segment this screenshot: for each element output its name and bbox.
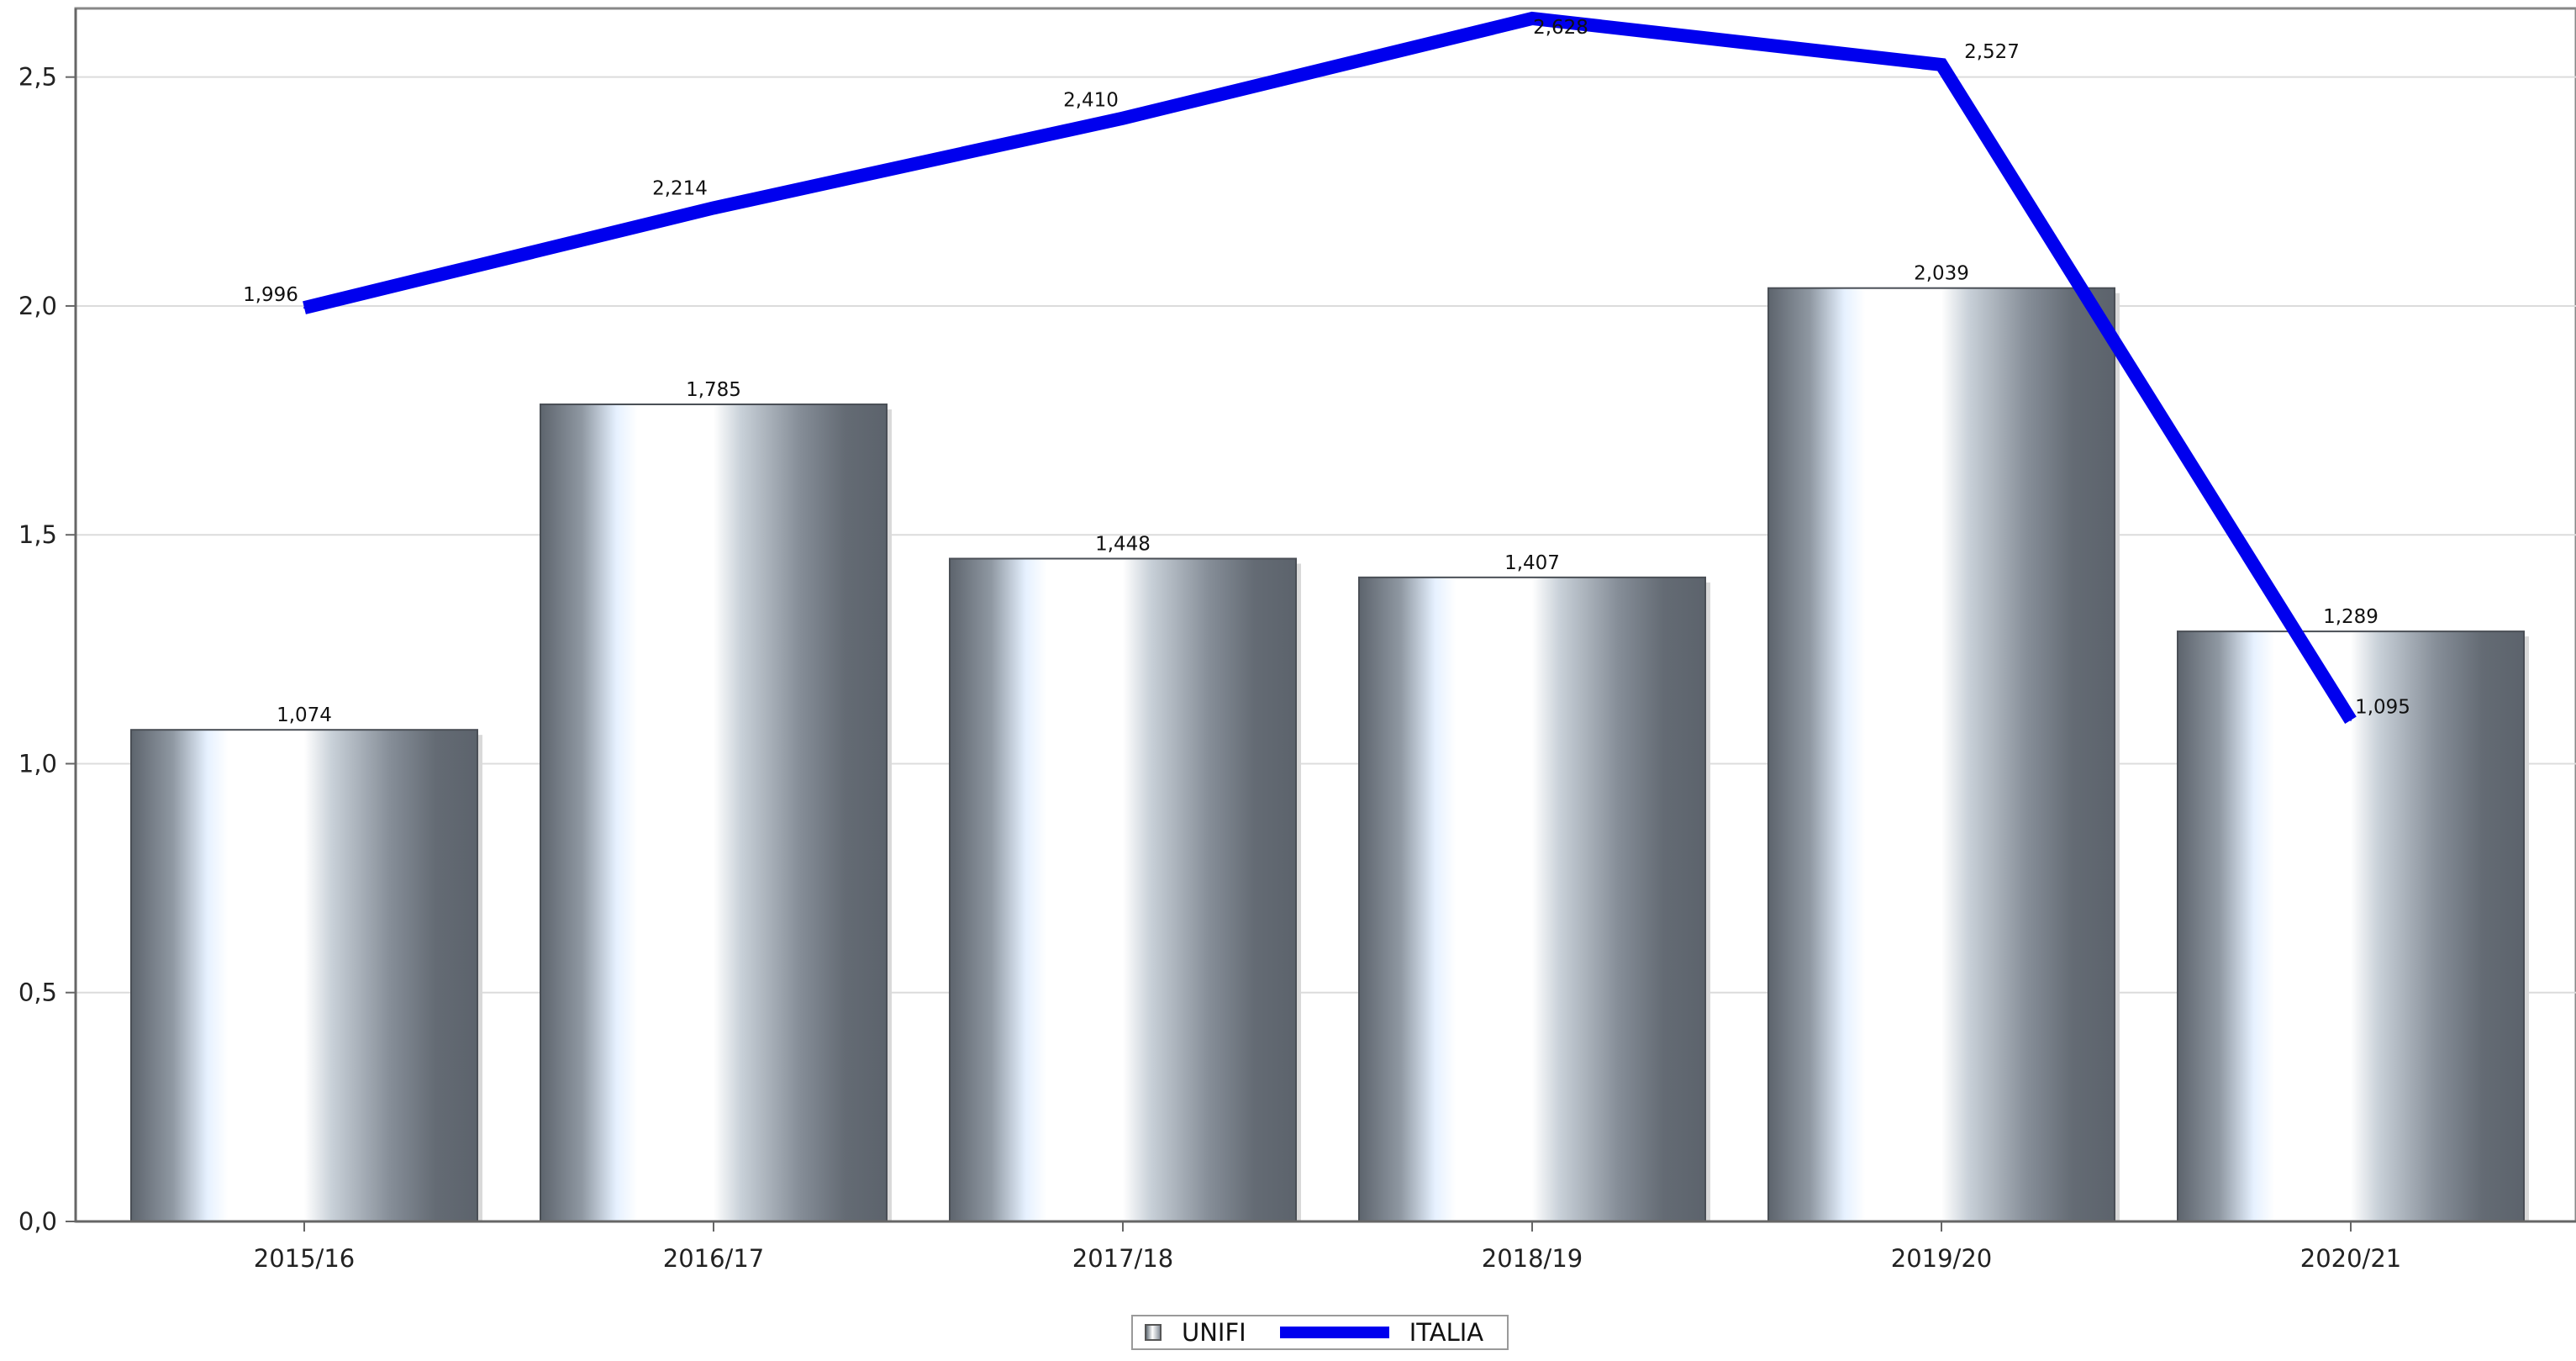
x-tick-label: 2015/16 xyxy=(254,1244,355,1273)
bar-unifi xyxy=(540,404,888,1222)
line-data-label: 1,095 xyxy=(2355,697,2410,719)
x-tick-label: 2018/19 xyxy=(1482,1244,1583,1273)
axes: 0,0 0,5 1,0 1,5 2,0 2,5 2015/16 2016/17 2017/18 2… xyxy=(18,8,2576,1273)
italia-line xyxy=(303,11,2357,724)
line-data-label: 1,996 xyxy=(243,284,298,306)
bars xyxy=(130,287,2529,1222)
bar-data-label: 1,448 xyxy=(1095,534,1151,556)
y-tick-label: 1,0 xyxy=(18,749,57,778)
bar-unifi xyxy=(949,557,1297,1222)
legend: UNIFI ITALIA xyxy=(1131,1315,1509,1350)
bar-data-label: 1,289 xyxy=(2323,606,2378,628)
y-tick-label: 1,5 xyxy=(18,520,57,549)
x-tick-label: 2019/20 xyxy=(1891,1244,1992,1273)
legend-italia-label: ITALIA xyxy=(1409,1318,1484,1347)
y-tick-label: 0,5 xyxy=(18,979,57,1007)
series-point-italia xyxy=(2350,719,2352,721)
legend-unifi-label: UNIFI xyxy=(1182,1318,1246,1347)
series-point-italia xyxy=(1122,117,1124,119)
bar-data-label: 1,785 xyxy=(686,379,741,401)
plot-frame xyxy=(74,7,2576,1223)
series-point-italia xyxy=(713,207,714,209)
legend-italia-swatch xyxy=(1279,1327,1389,1338)
bar-unifi xyxy=(1358,576,1706,1222)
series-point-italia xyxy=(1531,17,1533,19)
line-data-label: 2,410 xyxy=(1063,90,1119,112)
bar-data-label: 1,074 xyxy=(277,704,332,726)
gridlines xyxy=(76,76,2576,994)
y-tick-label: 2,5 xyxy=(18,63,57,92)
bar-data-label: 1,407 xyxy=(1504,552,1560,574)
line-data-label: 2,214 xyxy=(652,177,708,199)
x-tick-label: 2017/18 xyxy=(1072,1244,1173,1273)
x-tick-label: 2016/17 xyxy=(663,1244,764,1273)
data-labels: 1,074 1,785 1,448 1,407 2,039 1,289 1,996 2,214… xyxy=(243,17,2410,726)
bar-unifi xyxy=(2177,630,2525,1222)
series-point-italia xyxy=(303,307,305,309)
y-tick-label: 2,0 xyxy=(18,292,57,320)
y-tick-label: 0,0 xyxy=(18,1207,57,1236)
line-data-label: 2,628 xyxy=(1533,17,1588,39)
bar-data-label: 2,039 xyxy=(1914,263,1969,285)
series-line-italia xyxy=(303,11,2357,724)
x-tick-label: 2020/21 xyxy=(2300,1244,2401,1273)
bar-unifi xyxy=(130,729,478,1222)
legend-unifi-swatch xyxy=(1145,1324,1162,1341)
line-data-label: 2,527 xyxy=(1964,41,2020,63)
series-point-italia xyxy=(1941,63,1942,66)
bar-unifi xyxy=(1767,287,2115,1222)
